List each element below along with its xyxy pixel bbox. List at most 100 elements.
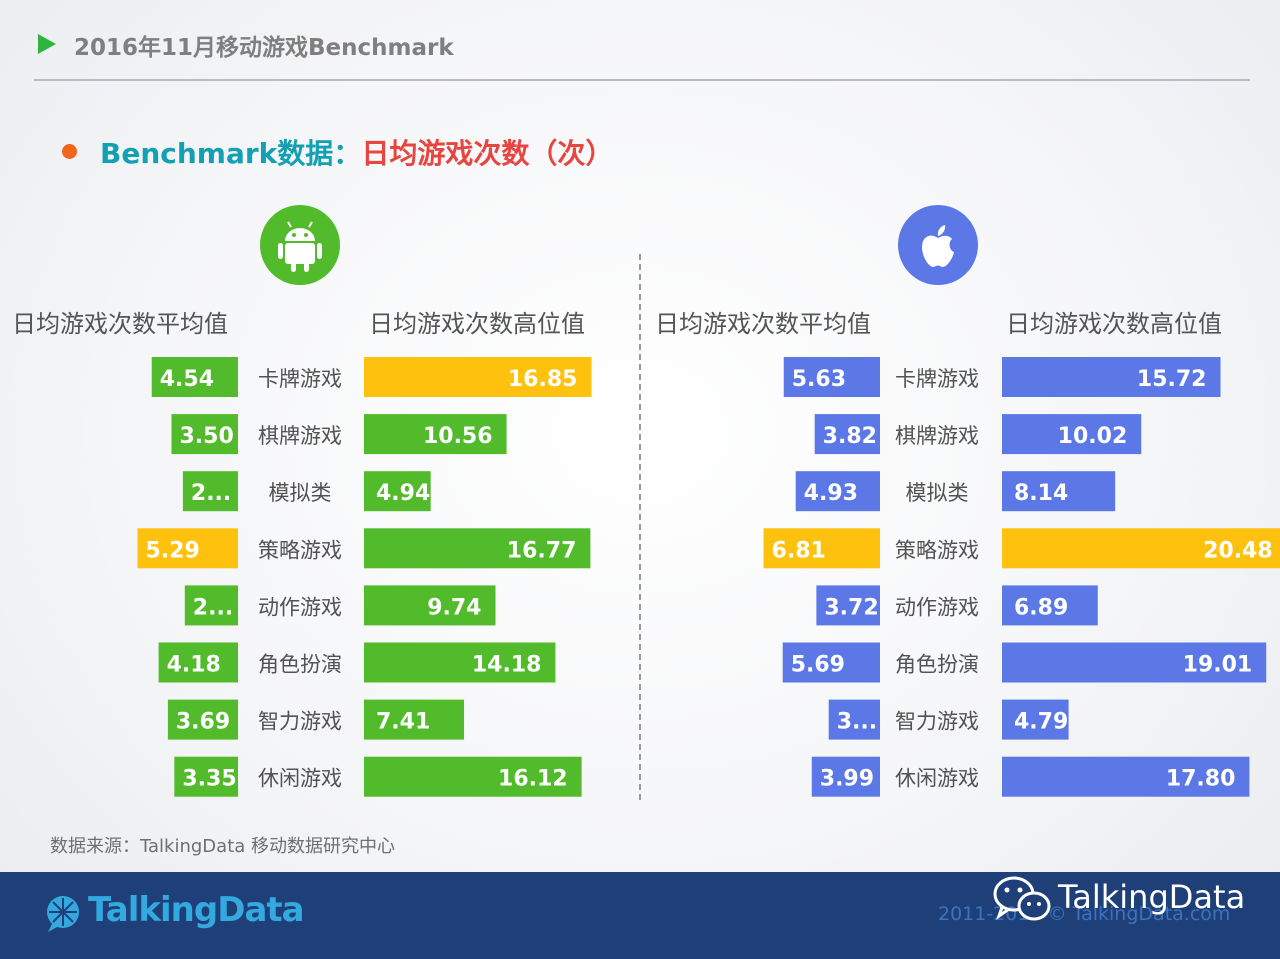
ios-avg-label: 3... [837, 710, 877, 735]
android-high-label: 9.74 [427, 595, 481, 620]
data-source: 数据来源：TalkingData 移动数据研究中心 [50, 836, 396, 857]
android-avg-label: 3.50 [180, 424, 234, 449]
ios-high-bar [1002, 357, 1221, 397]
android-avg-label: 5.29 [145, 538, 199, 563]
android-category-label: 角色扮演 [258, 653, 342, 677]
ios-avg-bar [795, 471, 880, 512]
footer-bar: TalkingData 2011-2016 © TalkingData.com … [0, 872, 1280, 959]
android-category-label: 智力游戏 [258, 710, 342, 734]
ios-avg-label: 3.82 [823, 424, 877, 449]
ios-high-bar [1002, 756, 1250, 797]
talkingdata-logo-text: TalkingData [88, 890, 305, 930]
android-high-label: 16.85 [508, 367, 578, 392]
bullet-icon [62, 144, 77, 159]
section-title-metric: 日均游戏次数（次） [361, 137, 614, 170]
ios-category-label: 模拟类 [906, 481, 969, 505]
android-avg-bar [184, 585, 238, 626]
ios-avg-label: 5.69 [791, 653, 845, 678]
android-high-bar [364, 585, 496, 626]
ios-high-label: 20.48 [1203, 538, 1273, 563]
ios-category-label: 棋牌游戏 [895, 424, 979, 448]
android-high-label: 14.18 [472, 653, 542, 678]
ios-high-bar [1002, 642, 1267, 683]
android-avg-label: 4.54 [160, 367, 214, 392]
android-avg-bar [182, 471, 238, 512]
wechat-account-name: TalkingData [1058, 878, 1246, 916]
android-avg-bar [174, 756, 238, 797]
android-avg-label: 2... [191, 481, 231, 506]
section-title-prefix: Benchmark数据： [100, 137, 362, 170]
android-avg-bar [151, 357, 238, 397]
android-high-column-title: 日均游戏次数高位值 [369, 310, 585, 338]
android-high-bar [364, 414, 507, 455]
ios-avg-bar [811, 756, 880, 797]
ios-category-label: 卡牌游戏 [895, 367, 979, 391]
wechat-icon [993, 876, 1051, 921]
ios-avg-label: 3.72 [824, 595, 878, 620]
ios-high-label: 17.80 [1166, 767, 1236, 792]
android-avg-bar [137, 528, 238, 569]
android-high-label: 10.56 [423, 424, 493, 449]
ios-avg-bar [828, 699, 880, 740]
ios-high-column-title: 日均游戏次数高位值 [1006, 310, 1222, 338]
ios-high-bar [1002, 414, 1142, 455]
ios-high-label: 15.72 [1137, 367, 1207, 392]
android-category-label: 卡牌游戏 [258, 367, 342, 391]
android-avg-label: 4.18 [167, 653, 221, 678]
android-high-bar [364, 357, 592, 397]
android-avg-bar [167, 699, 238, 740]
ios-avg-label: 3.99 [820, 767, 874, 792]
ios-high-bar [1002, 699, 1069, 740]
ios-category-label: 休闲游戏 [895, 767, 979, 791]
section-title: Benchmark数据：日均游戏次数（次） [100, 132, 613, 172]
android-category-label: 棋牌游戏 [258, 424, 342, 448]
android-category-label: 模拟类 [269, 481, 332, 505]
ios-category-label: 策略游戏 [895, 538, 979, 562]
android-category-label: 策略游戏 [258, 538, 342, 562]
android-avg-bar [158, 642, 238, 683]
ios-avg-bar [763, 528, 880, 569]
android-high-bar [364, 699, 465, 740]
ios-avg-bar [816, 585, 880, 626]
ios-high-label: 4.79 [1014, 710, 1068, 735]
header-play-icon [38, 34, 56, 54]
android-avg-label: 3.69 [176, 710, 230, 735]
ios-avg-column-title: 日均游戏次数平均值 [655, 310, 871, 338]
ios-high-bar [1002, 471, 1116, 512]
android-avg-label: 2... [193, 595, 233, 620]
ios-high-label: 6.89 [1014, 595, 1068, 620]
android-avg-label: 3.35 [182, 767, 236, 792]
ios-high-bar [1002, 528, 1280, 569]
android-high-bar [364, 756, 582, 797]
android-high-bar [364, 471, 431, 512]
android-high-bar [364, 642, 556, 683]
android-icon [260, 205, 340, 285]
ios-avg-label: 4.93 [804, 481, 858, 506]
ios-high-label: 19.01 [1183, 653, 1253, 678]
ios-category-label: 动作游戏 [895, 595, 979, 619]
android-high-label: 7.41 [376, 710, 430, 735]
ios-high-label: 10.02 [1058, 424, 1128, 449]
apple-icon [898, 205, 978, 285]
android-avg-bar [171, 414, 238, 455]
header-divider [34, 79, 1250, 81]
android-high-bar [364, 528, 591, 569]
page-title: 2016年11月移动游戏Benchmark [74, 35, 454, 61]
android-high-label: 16.12 [498, 767, 568, 792]
android-category-label: 动作游戏 [258, 595, 342, 619]
ios-avg-bar [814, 414, 880, 455]
ios-high-label: 8.14 [1014, 481, 1068, 506]
platform-divider [639, 254, 641, 800]
android-high-label: 4.94 [376, 481, 430, 506]
ios-high-bar [1002, 585, 1098, 626]
ios-avg-label: 6.81 [772, 538, 826, 563]
ios-category-label: 角色扮演 [895, 653, 979, 677]
ios-category-label: 智力游戏 [895, 710, 979, 734]
talkingdata-logo-icon [47, 896, 79, 932]
ios-avg-bar [782, 642, 880, 683]
android-high-label: 16.77 [507, 538, 577, 563]
android-avg-column-title: 日均游戏次数平均值 [12, 310, 228, 338]
ios-avg-bar [783, 357, 880, 397]
android-category-label: 休闲游戏 [258, 767, 342, 791]
